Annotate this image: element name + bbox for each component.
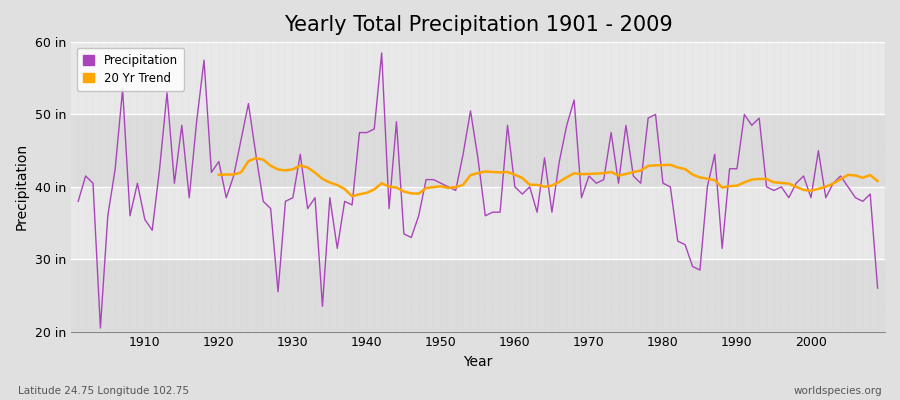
- X-axis label: Year: Year: [464, 355, 492, 369]
- Title: Yearly Total Precipitation 1901 - 2009: Yearly Total Precipitation 1901 - 2009: [284, 15, 672, 35]
- Bar: [71, 187, 885, 259]
- Y-axis label: Precipitation: Precipitation: [15, 143, 29, 230]
- Text: Latitude 24.75 Longitude 102.75: Latitude 24.75 Longitude 102.75: [18, 386, 189, 396]
- Bar: [71, 259, 885, 332]
- Bar: [71, 114, 885, 187]
- Text: worldspecies.org: worldspecies.org: [794, 386, 882, 396]
- Bar: [71, 42, 885, 114]
- Legend: Precipitation, 20 Yr Trend: Precipitation, 20 Yr Trend: [76, 48, 184, 90]
